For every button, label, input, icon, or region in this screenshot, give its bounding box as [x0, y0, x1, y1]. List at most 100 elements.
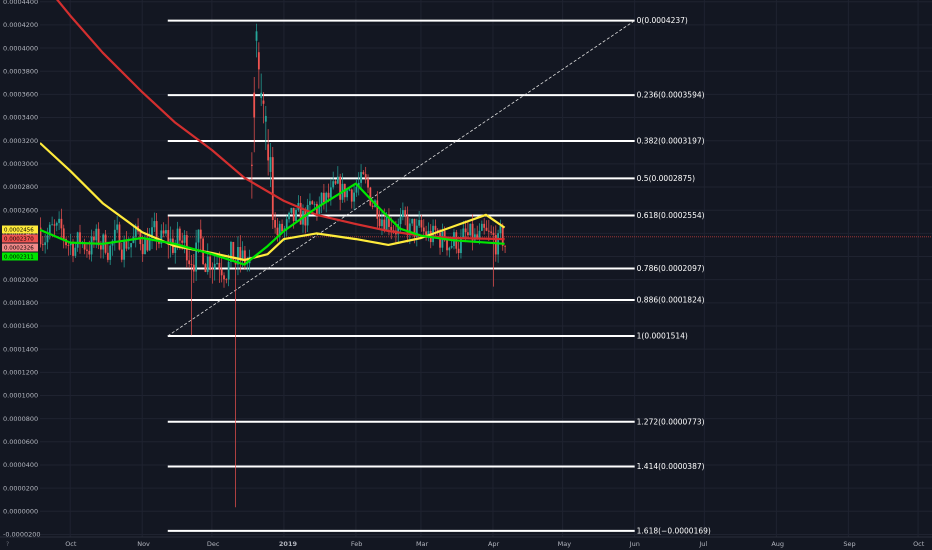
candle-body	[353, 192, 355, 202]
candle-body	[174, 247, 177, 253]
fib-level-label: 0.886(0.0001824)	[637, 296, 705, 305]
axis-settings-icon[interactable]: ?	[6, 541, 9, 548]
candle-body	[288, 212, 290, 220]
fib-level-label: 1.414(0.0000387)	[637, 462, 705, 471]
y-tick-label: 0.0000200	[3, 484, 38, 492]
candle-body	[462, 228, 465, 238]
y-tick-label: 0.0002400	[3, 230, 38, 238]
price-badge-label: 0.0002456	[4, 228, 34, 234]
candle-body	[329, 187, 332, 198]
candle-body	[336, 176, 339, 184]
candle-body	[399, 217, 402, 225]
candle-body	[74, 247, 77, 256]
candle-body	[53, 224, 56, 226]
fib-trend-line[interactable]	[167, 20, 635, 337]
candle-body	[213, 263, 216, 270]
fib-level-label: 0.236(0.0003594)	[637, 91, 705, 100]
x-tick-label: 2019	[279, 540, 298, 548]
candle-body	[144, 238, 146, 255]
candle-body	[406, 215, 409, 236]
candle-body	[55, 222, 58, 226]
candle-body	[155, 221, 158, 241]
candle-body	[281, 223, 283, 232]
candle-body	[385, 216, 388, 231]
candle-body	[188, 260, 191, 265]
candle-body	[422, 227, 425, 232]
price-badge-label: 0.0002326	[4, 246, 34, 252]
candle-body	[271, 157, 274, 221]
candle-body	[51, 224, 54, 226]
candle-body	[334, 181, 337, 184]
price-badge	[2, 234, 38, 243]
candle-body	[357, 182, 360, 187]
candle-body	[134, 225, 137, 237]
candle-body	[467, 232, 469, 236]
y-tick-label: 0.0001600	[3, 322, 38, 330]
candle-body	[148, 237, 151, 251]
candle-body	[392, 230, 395, 231]
y-tick-label: 0.0004400	[3, 0, 38, 6]
candle-body	[499, 225, 502, 234]
candle-body	[223, 275, 225, 280]
y-tick-label: 0.0003600	[3, 91, 38, 99]
candle-body	[190, 264, 193, 265]
y-tick-label: 0.0004000	[3, 44, 38, 52]
candle-body	[227, 261, 230, 280]
x-tick-label: Oct	[65, 540, 77, 548]
y-tick-label: 0.0002000	[3, 276, 38, 284]
candle-body	[269, 157, 272, 172]
candle-body	[411, 218, 414, 224]
candle-body	[457, 248, 460, 254]
candle-body	[469, 223, 472, 236]
y-tick-label: 0.0000600	[3, 438, 38, 446]
candle-body	[162, 230, 165, 234]
candle-body	[230, 241, 232, 262]
candle-body	[476, 234, 479, 238]
candle-body	[102, 234, 105, 250]
candle-body	[439, 232, 441, 248]
y-tick-label: 0.0003400	[3, 114, 38, 122]
candle-body	[239, 247, 242, 260]
candle-body	[204, 264, 207, 272]
candle-body	[169, 238, 172, 245]
candle-body	[250, 164, 253, 166]
candle-body	[397, 224, 400, 235]
x-tick-label: Sep	[843, 540, 855, 548]
candle-body	[313, 203, 316, 205]
candle-body	[62, 228, 65, 240]
candle-body	[146, 238, 149, 251]
x-tick-label: Feb	[351, 540, 363, 548]
candle-body	[260, 92, 263, 98]
candle-body	[160, 230, 163, 244]
candle-body	[97, 228, 100, 246]
y-tick-label: 0.0000000	[3, 507, 38, 515]
y-axis-panel[interactable]	[0, 0, 40, 537]
candle-body	[60, 218, 63, 229]
price-badge	[2, 252, 38, 261]
candle-body	[267, 144, 270, 161]
x-axis-ticks: Oct Nov Dec 2019 Feb Mar Apr May Jun Jul Aug Sep Oct	[65, 540, 925, 548]
candle-body	[48, 224, 51, 236]
candle-body	[274, 220, 277, 228]
y-tick-label: 0.0001400	[3, 345, 38, 353]
candle-body	[255, 31, 258, 41]
fibonacci-retracement[interactable]: 0(0.0004237) 0.236(0.0003594) 0.382(0.0003…	[167, 16, 711, 535]
price-badge-label: 0.0002370	[4, 237, 34, 243]
candle-body	[471, 223, 474, 241]
candle-body	[320, 192, 323, 206]
x-axis[interactable]	[0, 536, 932, 550]
x-tick-label: Dec	[207, 540, 220, 548]
candle-body	[460, 237, 462, 254]
x-axis-background	[0, 537, 932, 550]
candle-body	[216, 262, 218, 264]
candle-body	[76, 232, 79, 248]
candle-body	[130, 243, 132, 248]
fib-level-label: 0.382(0.0003197)	[637, 137, 705, 146]
candle-body	[371, 205, 374, 208]
candle-body	[364, 174, 367, 179]
candle-body	[415, 225, 418, 237]
candle-body	[478, 230, 481, 238]
y-tick-label: 0.0001000	[3, 392, 38, 400]
